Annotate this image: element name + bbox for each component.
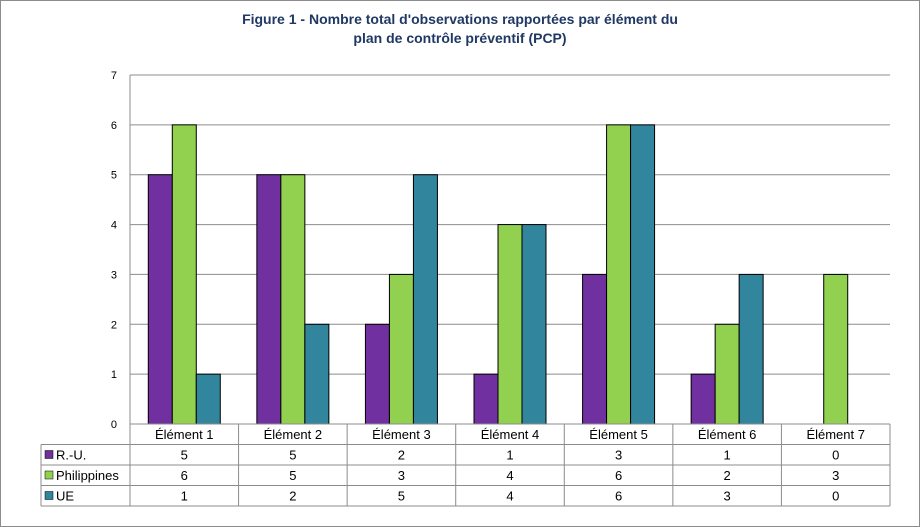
bar-r-u-2 (256, 174, 282, 425)
bar-philippines-5 (606, 124, 632, 425)
y-tick-label: 1 (111, 369, 117, 381)
y-tick-label: 7 (111, 70, 117, 82)
legend-key-2 (44, 470, 54, 480)
data-label: 1 (724, 448, 731, 463)
bar-philippines-2 (280, 174, 306, 425)
series-label: UE (56, 489, 74, 504)
y-tick-label: 4 (111, 220, 117, 232)
chart-title: Figure 1 - Nombre total d'observations r… (0, 10, 920, 48)
bar-r-u-4 (473, 373, 499, 425)
bar-ue-5 (630, 124, 656, 425)
bar-ue-2 (304, 323, 330, 425)
bar-ue-6 (738, 273, 764, 425)
bar-r-u-5 (582, 273, 608, 425)
data-label: 0 (832, 448, 839, 463)
data-label: 3 (615, 448, 622, 463)
data-label: 5 (398, 489, 405, 504)
data-label: 3 (832, 468, 839, 483)
y-tick-label: 5 (111, 170, 117, 182)
category-label: Élément 7 (806, 427, 865, 442)
legend-key-3 (44, 491, 54, 500)
category-label: Élément 6 (698, 427, 757, 442)
legend-key-1 (44, 450, 54, 459)
chart-title-line-1: Figure 1 - Nombre total d'observations r… (242, 11, 678, 27)
y-tick-label: 6 (111, 120, 117, 132)
data-label: 4 (506, 468, 513, 483)
category-label: Élément 3 (372, 427, 431, 442)
bar-ue-4 (521, 224, 547, 425)
data-label: 2 (724, 468, 731, 483)
data-label: 2 (398, 448, 405, 463)
y-tick-label: 2 (111, 319, 117, 331)
bar-philippines-1 (171, 124, 197, 425)
bar-philippines-4 (497, 224, 523, 425)
data-label: 3 (724, 489, 731, 504)
chart-title-line-2: plan de contrôle préventif (PCP) (353, 30, 567, 46)
category-label: Élément 5 (589, 427, 648, 442)
bar-r-u-1 (147, 174, 173, 425)
data-label: 6 (615, 489, 622, 504)
data-label: 2 (289, 489, 296, 504)
y-tick-label: 3 (111, 269, 117, 281)
series-label: Philippines (56, 468, 119, 483)
bar-r-u-6 (690, 373, 716, 425)
category-label: Élément 2 (264, 427, 323, 442)
bar-philippines-6 (714, 323, 740, 425)
bar-philippines-7 (823, 273, 849, 425)
data-label: 3 (398, 468, 405, 483)
series-label: R.-U. (56, 448, 86, 463)
bar-philippines-3 (388, 273, 414, 425)
data-label: 5 (289, 468, 296, 483)
data-label: 1 (506, 448, 513, 463)
data-label: 6 (181, 468, 188, 483)
data-label: 4 (506, 489, 513, 504)
y-tick-label: 0 (111, 419, 117, 431)
data-label: 5 (181, 448, 188, 463)
data-label: 6 (615, 468, 622, 483)
bar-ue-3 (412, 174, 438, 425)
bar-ue-1 (195, 373, 221, 425)
category-label: Élément 1 (155, 427, 214, 442)
category-label: Élément 4 (481, 427, 540, 442)
data-label: 5 (289, 448, 296, 463)
data-label: 1 (181, 489, 188, 504)
bar-r-u-3 (364, 323, 390, 425)
data-label: 0 (832, 489, 839, 504)
